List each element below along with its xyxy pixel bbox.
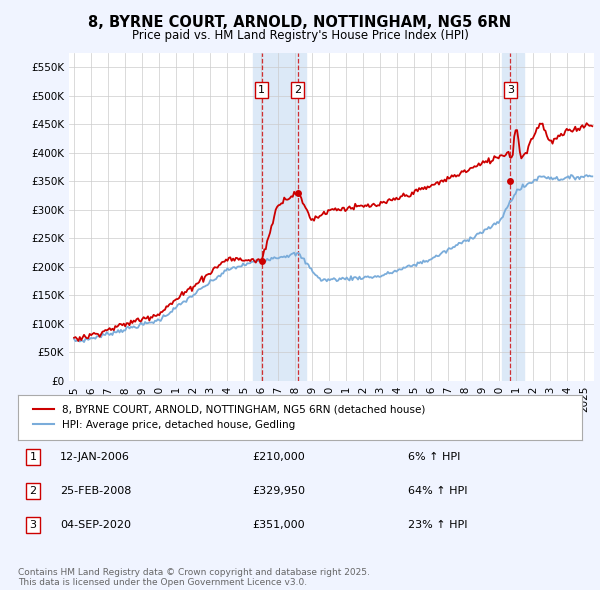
Text: 64% ↑ HPI: 64% ↑ HPI — [408, 486, 467, 496]
Bar — [253, 53, 306, 381]
Bar — [502, 53, 524, 381]
Text: 12-JAN-2006: 12-JAN-2006 — [60, 453, 130, 462]
Text: 8, BYRNE COURT, ARNOLD, NOTTINGHAM, NG5 6RN: 8, BYRNE COURT, ARNOLD, NOTTINGHAM, NG5 … — [88, 15, 512, 30]
Text: £210,000: £210,000 — [252, 453, 305, 462]
Text: 3: 3 — [507, 85, 514, 95]
Text: £329,950: £329,950 — [252, 486, 305, 496]
Text: 23% ↑ HPI: 23% ↑ HPI — [408, 520, 467, 530]
Text: 2: 2 — [29, 486, 37, 496]
Text: Contains HM Land Registry data © Crown copyright and database right 2025.
This d: Contains HM Land Registry data © Crown c… — [18, 568, 370, 587]
Text: 3: 3 — [29, 520, 37, 530]
Text: 1: 1 — [29, 453, 37, 462]
Legend: 8, BYRNE COURT, ARNOLD, NOTTINGHAM, NG5 6RN (detached house), HPI: Average price: 8, BYRNE COURT, ARNOLD, NOTTINGHAM, NG5 … — [29, 401, 430, 434]
Text: 2: 2 — [294, 85, 301, 95]
Text: 6% ↑ HPI: 6% ↑ HPI — [408, 453, 460, 462]
Text: Price paid vs. HM Land Registry's House Price Index (HPI): Price paid vs. HM Land Registry's House … — [131, 30, 469, 42]
Text: £351,000: £351,000 — [252, 520, 305, 530]
Text: 1: 1 — [258, 85, 265, 95]
Text: 04-SEP-2020: 04-SEP-2020 — [60, 520, 131, 530]
Text: 25-FEB-2008: 25-FEB-2008 — [60, 486, 131, 496]
